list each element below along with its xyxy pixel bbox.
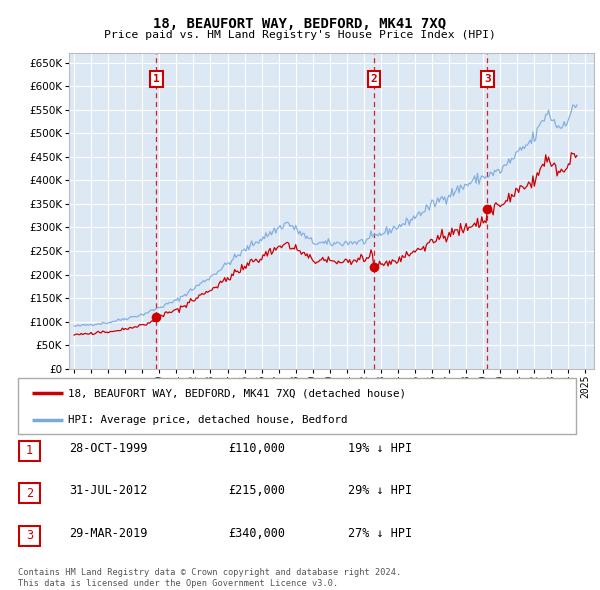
Text: 18, BEAUFORT WAY, BEDFORD, MK41 7XQ: 18, BEAUFORT WAY, BEDFORD, MK41 7XQ xyxy=(154,17,446,31)
Text: Contains HM Land Registry data © Crown copyright and database right 2024.
This d: Contains HM Land Registry data © Crown c… xyxy=(18,568,401,588)
Text: 27% ↓ HPI: 27% ↓ HPI xyxy=(348,527,412,540)
Text: HPI: Average price, detached house, Bedford: HPI: Average price, detached house, Bedf… xyxy=(68,415,348,425)
FancyBboxPatch shape xyxy=(18,378,576,434)
FancyBboxPatch shape xyxy=(19,441,40,461)
Text: 3: 3 xyxy=(26,529,33,542)
Text: Price paid vs. HM Land Registry's House Price Index (HPI): Price paid vs. HM Land Registry's House … xyxy=(104,30,496,40)
Text: 29-MAR-2019: 29-MAR-2019 xyxy=(69,527,148,540)
Text: 1: 1 xyxy=(26,444,33,457)
Text: 19% ↓ HPI: 19% ↓ HPI xyxy=(348,442,412,455)
Text: 31-JUL-2012: 31-JUL-2012 xyxy=(69,484,148,497)
FancyBboxPatch shape xyxy=(19,483,40,503)
Text: £340,000: £340,000 xyxy=(228,527,285,540)
Text: 29% ↓ HPI: 29% ↓ HPI xyxy=(348,484,412,497)
Text: £110,000: £110,000 xyxy=(228,442,285,455)
Text: 2: 2 xyxy=(370,74,377,84)
Text: 2: 2 xyxy=(26,487,33,500)
Text: 28-OCT-1999: 28-OCT-1999 xyxy=(69,442,148,455)
Text: 1: 1 xyxy=(153,74,160,84)
Text: £215,000: £215,000 xyxy=(228,484,285,497)
Text: 18, BEAUFORT WAY, BEDFORD, MK41 7XQ (detached house): 18, BEAUFORT WAY, BEDFORD, MK41 7XQ (det… xyxy=(68,388,406,398)
Text: 3: 3 xyxy=(484,74,491,84)
FancyBboxPatch shape xyxy=(19,526,40,546)
